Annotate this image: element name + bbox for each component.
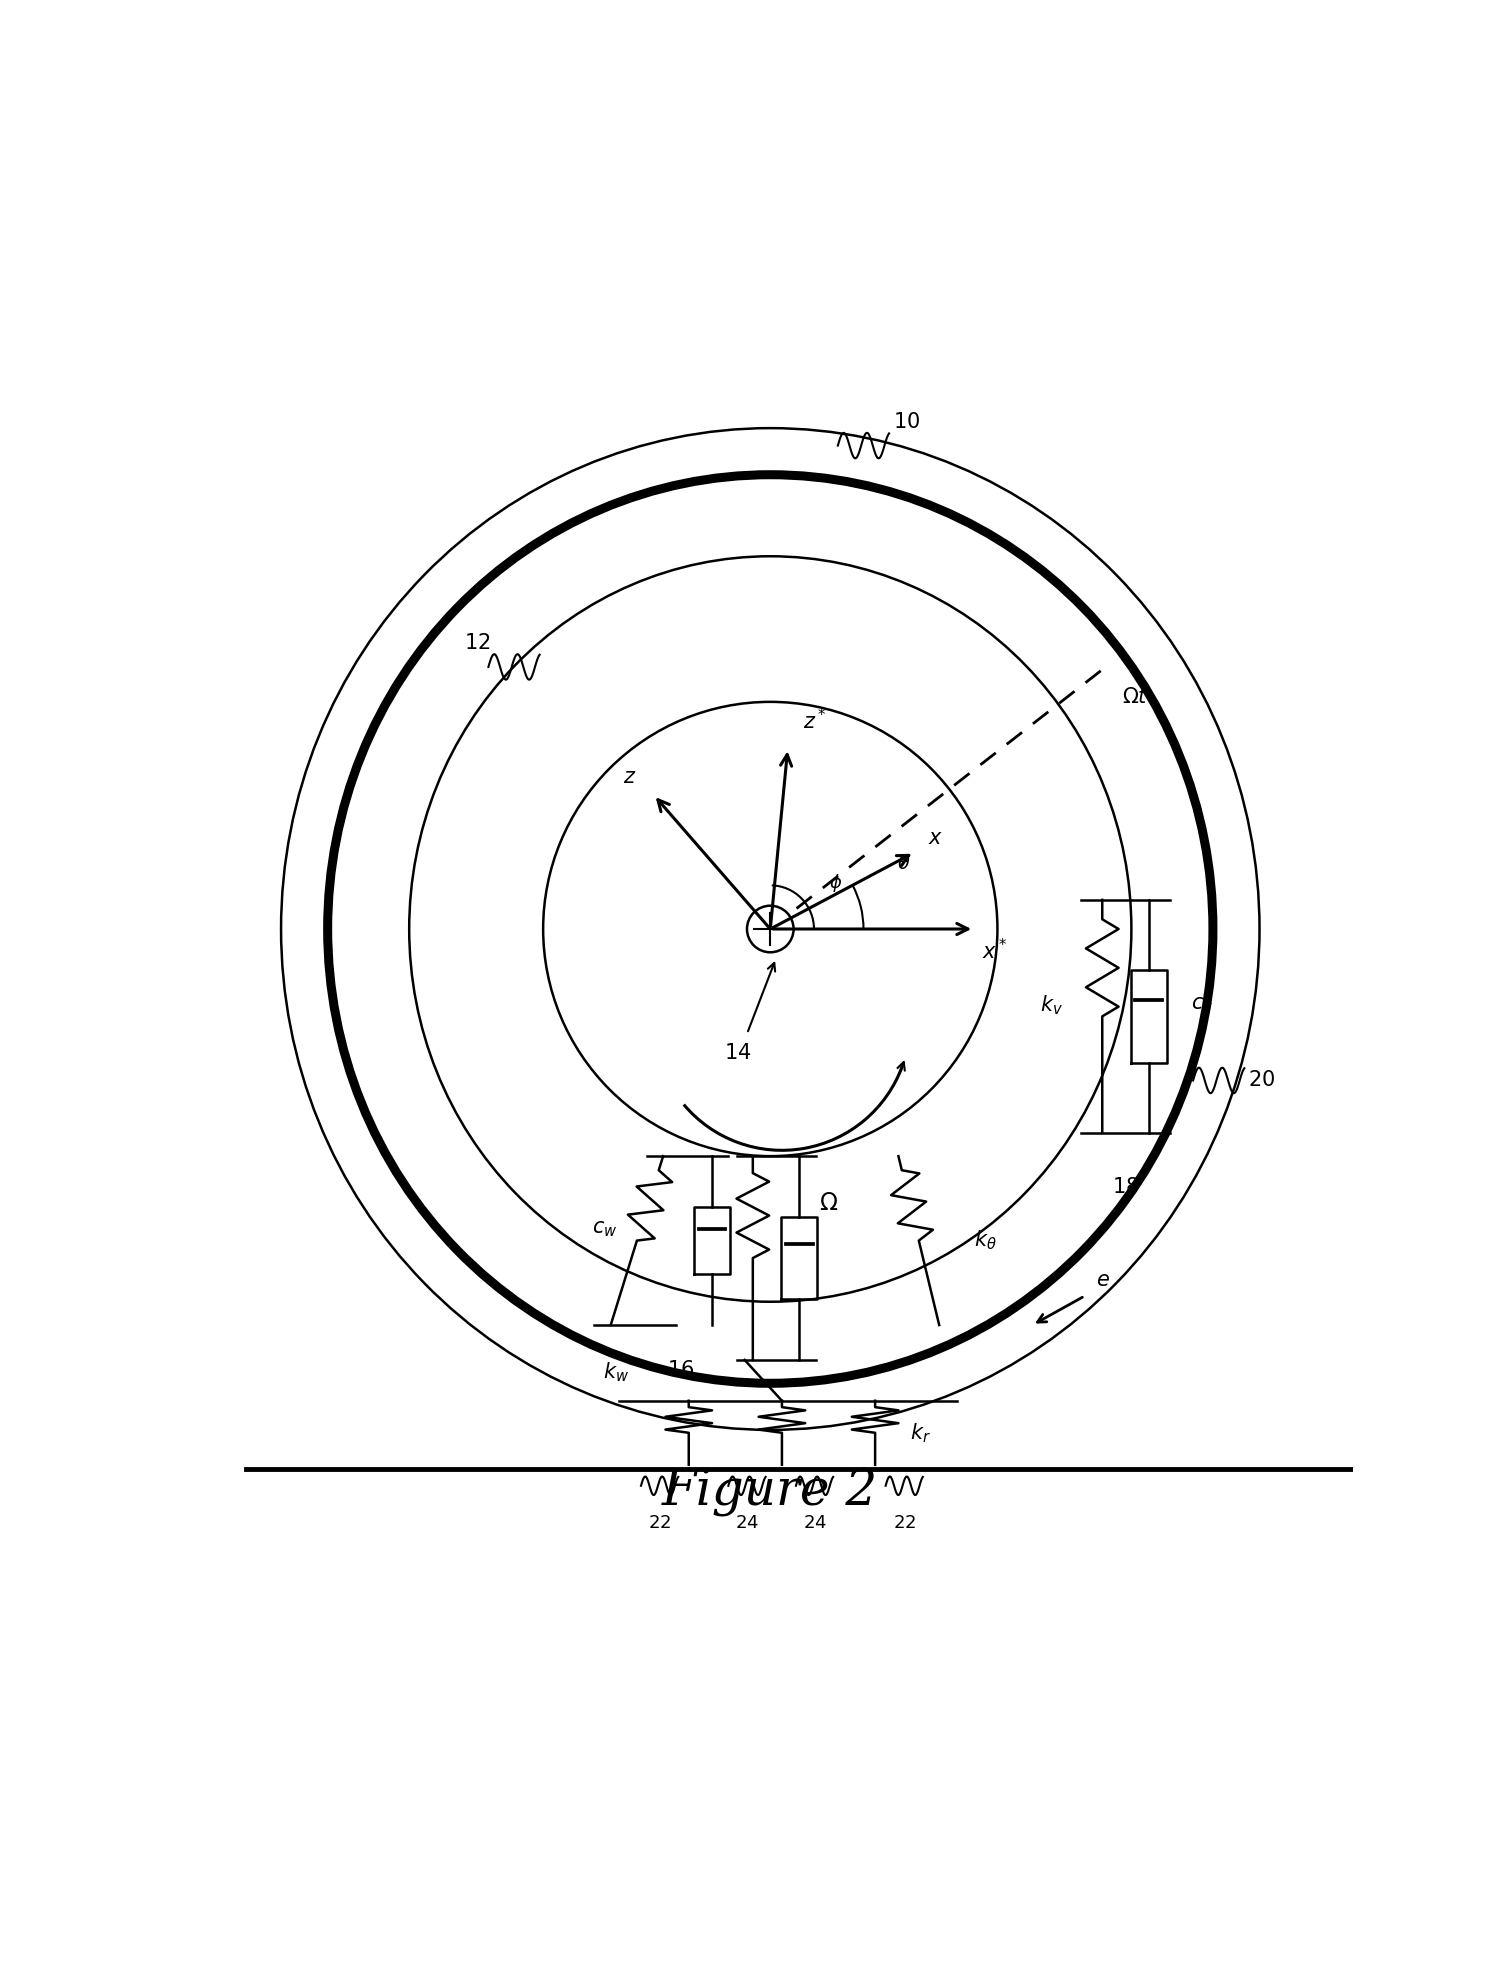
Text: $x^*$: $x^*$ [983, 938, 1009, 963]
Text: $c_w$: $c_w$ [592, 1218, 618, 1238]
Text: $k_\theta$: $k_\theta$ [974, 1228, 996, 1252]
Text: $k_r$: $k_r$ [911, 1420, 930, 1444]
Text: $24$: $24$ [803, 1513, 827, 1531]
Text: $24$: $24$ [735, 1513, 759, 1531]
Text: $k_w$: $k_w$ [604, 1361, 630, 1383]
Text: $\phi$: $\phi$ [828, 872, 842, 894]
Text: $12$: $12$ [464, 633, 490, 653]
Text: $e$: $e$ [1097, 1270, 1111, 1290]
Text: $x$: $x$ [929, 829, 944, 849]
Text: $z$: $z$ [622, 767, 636, 787]
Text: $\Omega t$: $\Omega t$ [1121, 686, 1148, 706]
Text: $\Omega$: $\Omega$ [819, 1191, 839, 1214]
Text: $10$: $10$ [893, 411, 920, 431]
Text: $k_v$: $k_v$ [1040, 993, 1063, 1017]
Text: $22$: $22$ [648, 1513, 672, 1531]
Circle shape [747, 906, 794, 951]
Text: $z^*$: $z^*$ [803, 708, 827, 734]
Text: $18$: $18$ [1112, 1177, 1139, 1197]
Text: Figure 2: Figure 2 [663, 1468, 878, 1517]
Text: $16$: $16$ [667, 1361, 694, 1381]
Text: $14$: $14$ [724, 1042, 752, 1062]
Text: $20$: $20$ [1247, 1070, 1275, 1090]
Text: $22$: $22$ [893, 1513, 915, 1531]
Text: $\theta$: $\theta$ [897, 854, 911, 872]
Text: $c_v$: $c_v$ [1190, 995, 1213, 1015]
